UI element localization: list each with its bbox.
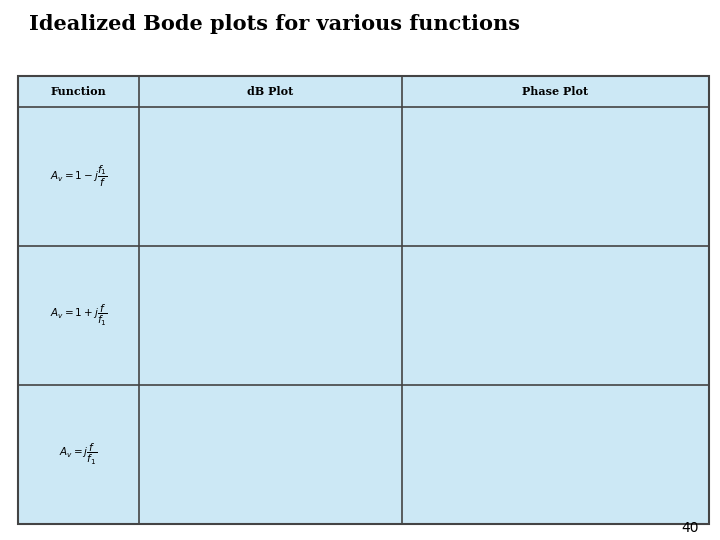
Text: +90°: +90° [677,403,696,410]
Text: $A_v = 1 + j\dfrac{f}{f_1}$: $A_v = 1 + j\dfrac{f}{f_1}$ [50,303,107,328]
Text: $f_1$: $f_1$ [566,309,573,321]
Text: $f$: $f$ [383,208,389,219]
Text: 45°: 45° [406,290,418,296]
Text: $10f_1$: $10f_1$ [632,450,648,460]
Text: 0°: 0° [683,163,690,169]
Text: 0: 0 [159,478,164,488]
Text: 45°: 45° [406,429,418,435]
Text: $f$: $f$ [383,476,389,488]
Text: $f_1$: $f_1$ [566,160,573,172]
Text: $\frac{f_1}{10}$: $\frac{f_1}{10}$ [495,446,503,463]
Text: $f_1$: $f_1$ [266,478,274,491]
Text: $f_1$: $f_1$ [254,348,262,361]
Text: 0: 0 [159,211,164,219]
Text: -90°: -90° [403,487,418,492]
Text: +90°: +90° [677,265,696,271]
Text: -90°: -90° [403,348,418,354]
Text: 0 dB: 0 dB [189,339,207,348]
Text: $\theta$ ($V_o$ leads $V_i$): $\theta$ ($V_o$ leads $V_i$) [426,257,476,267]
Text: 0: 0 [159,349,164,359]
Text: 0 dB: 0 dB [322,200,339,209]
Text: 0°: 0° [410,448,418,454]
Text: $f$: $f$ [688,170,694,180]
Text: 0°: 0° [410,309,418,315]
Text: $\uparrow A_{v_{dB}}$: $\uparrow A_{v_{dB}}$ [152,120,176,134]
Text: -90°: -90° [403,209,418,215]
Text: $+6$ dB/octave: $+6$ dB/octave [314,294,367,305]
Text: 90°: 90° [405,271,418,276]
Text: $10f_1$: $10f_1$ [632,161,648,172]
Text: 45°: 45° [406,151,418,157]
Text: $-6$ dB/octave: $-6$ dB/octave [251,147,305,158]
Text: $f$: $f$ [688,308,694,319]
Text: 90°: 90° [405,132,418,138]
Text: $10f_1$: $10f_1$ [632,311,648,321]
Text: $f$: $f$ [688,447,694,458]
Text: $\uparrow A_{v_{dB}}$: $\uparrow A_{v_{dB}}$ [152,260,176,273]
Text: Function: Function [50,86,107,97]
Text: $\theta$ ($V_o$ leads $V_i$): $\theta$ ($V_o$ leads $V_i$) [426,396,476,406]
Text: $A_v = 1 - j\dfrac{f_1}{f}$: $A_v = 1 - j\dfrac{f_1}{f}$ [50,164,107,189]
Text: $+6$ dB/octave: $+6$ dB/octave [307,422,360,433]
Text: $\theta$ ($V_o$ leads $V_i$): $\theta$ ($V_o$ leads $V_i$) [426,118,476,128]
Text: $-45°$: $-45°$ [575,190,595,200]
Text: Phase Plot: Phase Plot [522,86,588,97]
Text: 40: 40 [681,521,698,535]
Text: $A_v = j\dfrac{f}{f_1}$: $A_v = j\dfrac{f}{f_1}$ [59,442,98,467]
Text: $+45°$: $+45°$ [575,290,595,300]
Text: 90°: 90° [405,409,418,415]
Text: Idealized Bode plots for various functions: Idealized Bode plots for various functio… [29,14,520,33]
Text: 0°: 0° [410,170,418,176]
Text: $\frac{f_1}{10}$: $\frac{f_1}{10}$ [495,307,503,324]
Text: $f_1$: $f_1$ [266,210,274,222]
Text: $\uparrow A_{v_{dB}}$: $\uparrow A_{v_{dB}}$ [152,398,176,411]
Text: dB Plot: dB Plot [247,86,294,97]
Text: $f_1/10$: $f_1/10$ [490,161,508,172]
Text: $-90°$: $-90°$ [428,209,448,219]
Text: $f_1$: $f_1$ [566,448,573,461]
Text: $f$: $f$ [383,347,389,359]
Text: -45°: -45° [403,190,418,195]
Text: 0°: 0° [428,302,436,308]
